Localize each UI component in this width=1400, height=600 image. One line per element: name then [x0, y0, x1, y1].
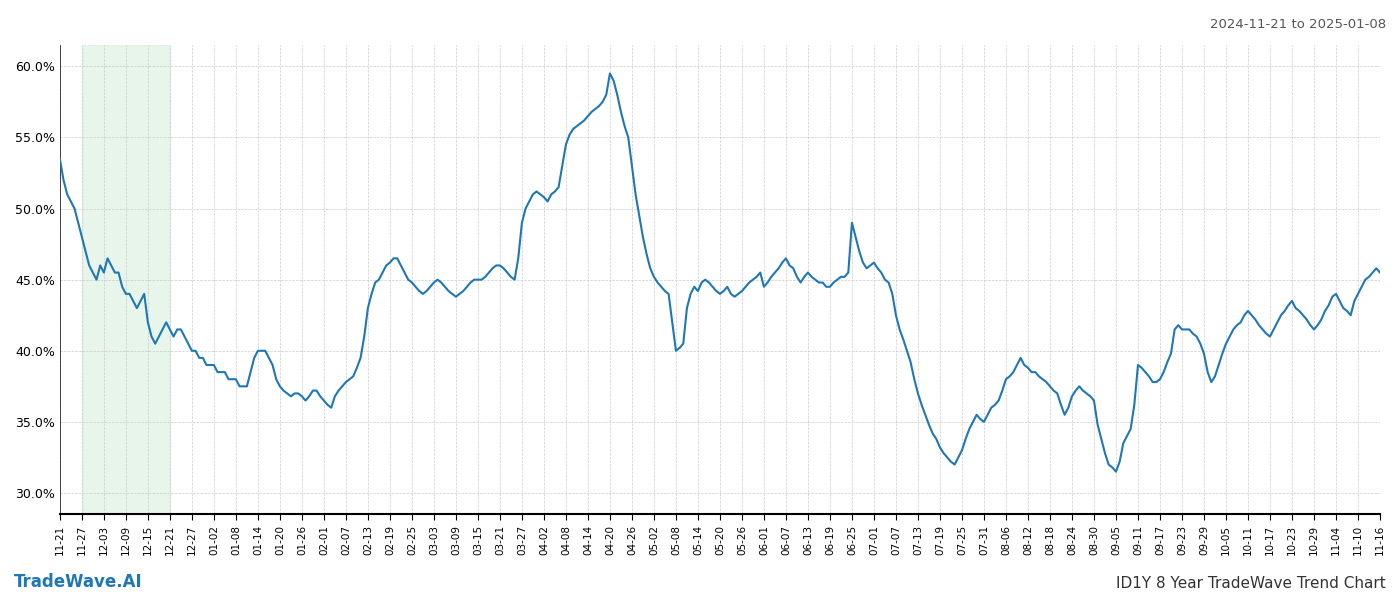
- Bar: [81, 45, 169, 514]
- Text: ID1Y 8 Year TradeWave Trend Chart: ID1Y 8 Year TradeWave Trend Chart: [1116, 576, 1386, 591]
- Text: 2024-11-21 to 2025-01-08: 2024-11-21 to 2025-01-08: [1210, 18, 1386, 31]
- Text: TradeWave.AI: TradeWave.AI: [14, 573, 143, 591]
